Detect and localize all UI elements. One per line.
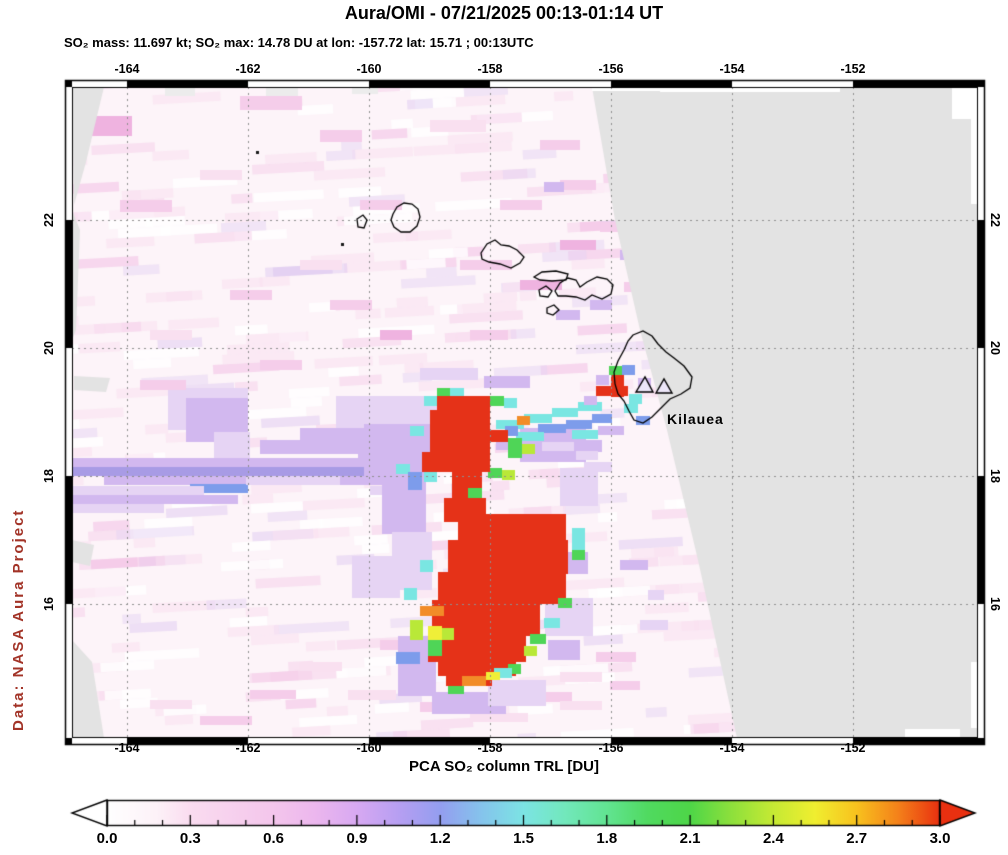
lat-tick-left-1: 20	[42, 341, 56, 355]
colorbar-tick-9: 2.7	[846, 830, 868, 847]
lon-tick-top-0: -164	[114, 62, 140, 76]
lon-tick-bottom-4: -156	[598, 741, 624, 755]
colorbar-tick-4: 1.2	[429, 830, 451, 847]
lat-tick-right-2: 18	[988, 469, 1002, 483]
so2-stats-subtitle: SO₂ mass: 11.697 kt; SO₂ max: 14.78 DU a…	[64, 35, 534, 50]
lon-tick-top-6: -152	[840, 62, 866, 76]
colorbar-title: PCA SO₂ column TRL [DU]	[409, 758, 599, 775]
lat-tick-left-0: 22	[42, 213, 56, 227]
lon-tick-bottom-3: -158	[477, 741, 503, 755]
page-title: Aura/OMI - 07/21/2025 00:13-01:14 UT	[344, 3, 664, 23]
lat-tick-left-2: 18	[42, 469, 56, 483]
colorbar-tick-8: 2.4	[762, 830, 784, 847]
lon-tick-top-1: -162	[235, 62, 261, 76]
lon-tick-bottom-6: -152	[840, 741, 866, 755]
lon-tick-top-5: -154	[719, 62, 745, 76]
lon-tick-bottom-0: -164	[114, 741, 140, 755]
kilauea-label: Kilauea	[667, 411, 724, 427]
lon-tick-top-4: -156	[598, 62, 624, 76]
lat-tick-right-3: 16	[988, 597, 1002, 611]
lat-tick-left-3: 16	[42, 597, 56, 611]
lon-tick-top-3: -158	[477, 62, 503, 76]
lat-tick-right-0: 22	[988, 213, 1002, 227]
colorbar-tick-3: 0.9	[346, 830, 368, 847]
lon-tick-bottom-5: -154	[719, 741, 745, 755]
lon-tick-bottom-1: -162	[235, 741, 261, 755]
colorbar-tick-6: 1.8	[596, 830, 618, 847]
data-credit-vertical: Data: NASA Aura Project	[10, 508, 27, 731]
lon-tick-bottom-2: -160	[356, 741, 382, 755]
lat-tick-right-1: 20	[988, 341, 1002, 355]
lon-tick-top-2: -160	[356, 62, 382, 76]
colorbar-tick-1: 0.3	[179, 830, 201, 847]
colorbar-tick-0: 0.0	[96, 830, 118, 847]
colorbar-tick-5: 1.5	[513, 830, 534, 847]
colorbar-tick-2: 0.6	[263, 830, 285, 847]
colorbar-tick-10: 3.0	[929, 830, 951, 847]
colorbar-tick-7: 2.1	[679, 830, 701, 847]
